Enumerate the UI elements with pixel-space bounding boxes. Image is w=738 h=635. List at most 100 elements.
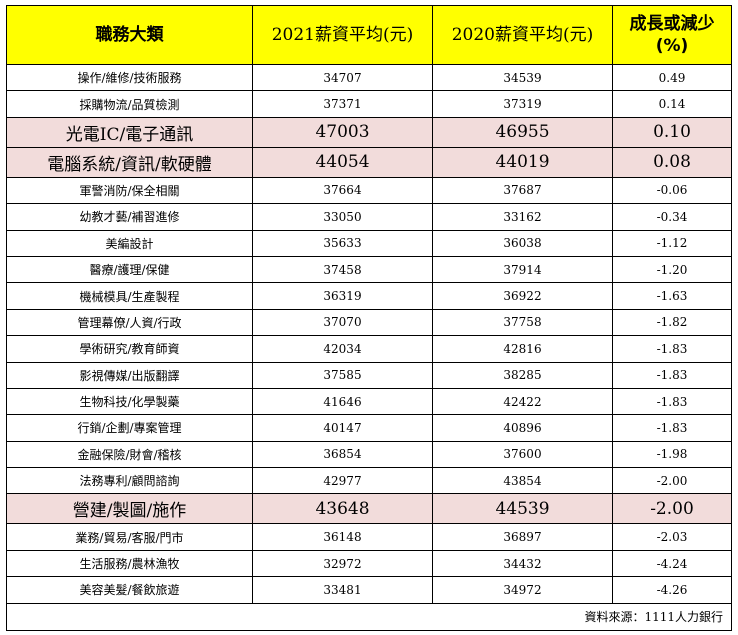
- table-row: 幼教才藝/補習進修 33050 33162 -0.34: [6, 203, 732, 231]
- category-cell: 業務/貿易/客服/門市: [6, 523, 253, 551]
- salary-2021-cell: 33481: [252, 576, 433, 604]
- category-cell: 生活服務/農林漁牧: [6, 549, 253, 578]
- category-cell: 學術研究/教育師資: [6, 335, 253, 363]
- salary-2021-cell: 37664: [252, 176, 433, 205]
- salary-2020-cell: 37600: [432, 440, 613, 469]
- category-cell: 金融保險/財會/稽核: [6, 440, 253, 469]
- category-cell: 電腦系統/資訊/軟硬體: [6, 146, 253, 178]
- salary-2020-cell: 46955: [432, 116, 613, 148]
- salary-2021-cell: 40147: [252, 414, 433, 442]
- table-row: 軍警消防/保全相關 37664 37687 -0.06: [6, 176, 732, 205]
- change-cell: -1.98: [612, 440, 732, 469]
- header-2020: 2020薪資平均(元): [432, 5, 613, 65]
- salary-2021-cell: 35633: [252, 229, 433, 257]
- table-row: 電腦系統/資訊/軟硬體 44054 44019 0.08: [6, 146, 732, 178]
- change-cell: -2.00: [612, 467, 732, 495]
- change-cell: 0.14: [612, 90, 732, 118]
- table-row: 生活服務/農林漁牧 32972 34432 -4.24: [6, 549, 732, 578]
- category-cell: 法務專利/顧問諮詢: [6, 467, 253, 495]
- salary-2020-cell: 44019: [432, 146, 613, 178]
- salary-2021-cell: 42977: [252, 467, 433, 495]
- salary-2021-cell: 36148: [252, 523, 433, 551]
- salary-2020-cell: 42816: [432, 335, 613, 363]
- change-cell: -1.20: [612, 255, 732, 284]
- salary-2021-cell: 33050: [252, 203, 433, 231]
- salary-2020-cell: 33162: [432, 203, 613, 231]
- table-row: 光電IC/電子通訊 47003 46955 0.10: [6, 116, 732, 148]
- salary-2021-cell: 36854: [252, 440, 433, 469]
- table-row: 採購物流/品質檢測 37371 37319 0.14: [6, 90, 732, 118]
- table-row: 業務/貿易/客服/門市 36148 36897 -2.03: [6, 523, 732, 551]
- category-cell: 軍警消防/保全相關: [6, 176, 253, 205]
- source-note: 資料來源：1111人力銀行: [6, 602, 732, 631]
- change-cell: 0.10: [612, 116, 732, 148]
- salary-2020-cell: 34972: [432, 576, 613, 604]
- salary-2020-cell: 44539: [432, 493, 613, 525]
- salary-2020-cell: 36038: [432, 229, 613, 257]
- table-header-row: 職務大類 2021薪資平均(元) 2020薪資平均(元) 成長或減少 (%): [6, 5, 732, 65]
- change-cell: -0.06: [612, 176, 732, 205]
- change-cell: -1.82: [612, 308, 732, 337]
- table-row: 營建/製圖/施作 43648 44539 -2.00: [6, 493, 732, 525]
- table-row: 行銷/企劃/專案管理 40147 40896 -1.83: [6, 414, 732, 442]
- change-cell: -1.83: [612, 387, 732, 416]
- change-cell: 0.49: [612, 63, 732, 92]
- salary-2020-cell: 37319: [432, 90, 613, 118]
- change-cell: -2.03: [612, 523, 732, 551]
- table-row: 影視傳媒/出版翻譯 37585 38285 -1.83: [6, 361, 732, 389]
- category-cell: 行銷/企劃/專案管理: [6, 414, 253, 442]
- category-cell: 幼教才藝/補習進修: [6, 203, 253, 231]
- header-category: 職務大類: [6, 5, 253, 65]
- category-cell: 營建/製圖/施作: [6, 493, 253, 525]
- category-cell: 管理幕僚/人資/行政: [6, 308, 253, 337]
- table-row: 管理幕僚/人資/行政 37070 37758 -1.82: [6, 308, 732, 337]
- header-2021: 2021薪資平均(元): [252, 5, 433, 65]
- change-cell: -0.34: [612, 203, 732, 231]
- category-cell: 美編設計: [6, 229, 253, 257]
- salary-2020-cell: 34432: [432, 549, 613, 578]
- salary-2021-cell: 37371: [252, 90, 433, 118]
- salary-2020-cell: 37758: [432, 308, 613, 337]
- change-cell: -2.00: [612, 493, 732, 525]
- category-cell: 影視傳媒/出版翻譯: [6, 361, 253, 389]
- category-cell: 機械模具/生產製程: [6, 282, 253, 310]
- salary-2021-cell: 34707: [252, 63, 433, 92]
- table-row: 美編設計 35633 36038 -1.12: [6, 229, 732, 257]
- salary-2020-cell: 38285: [432, 361, 613, 389]
- category-cell: 醫療/護理/保健: [6, 255, 253, 284]
- salary-table: 職務大類 2021薪資平均(元) 2020薪資平均(元) 成長或減少 (%) 操…: [6, 5, 732, 631]
- salary-2020-cell: 36897: [432, 523, 613, 551]
- salary-2020-cell: 34539: [432, 63, 613, 92]
- salary-2020-cell: 37914: [432, 255, 613, 284]
- category-cell: 採購物流/品質檢測: [6, 90, 253, 118]
- table-row: 機械模具/生產製程 36319 36922 -1.63: [6, 282, 732, 310]
- change-cell: -1.63: [612, 282, 732, 310]
- table-row: 生物科技/化學製藥 41646 42422 -1.83: [6, 387, 732, 416]
- category-cell: 操作/維修/技術服務: [6, 63, 253, 92]
- salary-2021-cell: 42034: [252, 335, 433, 363]
- salary-2021-cell: 37458: [252, 255, 433, 284]
- salary-2020-cell: 42422: [432, 387, 613, 416]
- salary-2021-cell: 43648: [252, 493, 433, 525]
- table-row: 法務專利/顧問諮詢 42977 43854 -2.00: [6, 467, 732, 495]
- salary-2021-cell: 44054: [252, 146, 433, 178]
- salary-2020-cell: 37687: [432, 176, 613, 205]
- salary-2020-cell: 36922: [432, 282, 613, 310]
- header-change: 成長或減少 (%): [612, 5, 732, 65]
- salary-2021-cell: 37070: [252, 308, 433, 337]
- change-cell: -1.12: [612, 229, 732, 257]
- salary-2021-cell: 36319: [252, 282, 433, 310]
- salary-2021-cell: 47003: [252, 116, 433, 148]
- table-row: 醫療/護理/保健 37458 37914 -1.20: [6, 255, 732, 284]
- change-cell: -1.83: [612, 414, 732, 442]
- change-cell: -1.83: [612, 335, 732, 363]
- change-cell: -4.24: [612, 549, 732, 578]
- table-row: 操作/維修/技術服務 34707 34539 0.49: [6, 63, 732, 92]
- table-row: 學術研究/教育師資 42034 42816 -1.83: [6, 335, 732, 363]
- salary-2021-cell: 32972: [252, 549, 433, 578]
- salary-table-container: 職務大類 2021薪資平均(元) 2020薪資平均(元) 成長或減少 (%) 操…: [6, 5, 732, 631]
- salary-2021-cell: 41646: [252, 387, 433, 416]
- change-cell: 0.08: [612, 146, 732, 178]
- category-cell: 美容美髮/餐飲旅遊: [6, 576, 253, 604]
- salary-2020-cell: 40896: [432, 414, 613, 442]
